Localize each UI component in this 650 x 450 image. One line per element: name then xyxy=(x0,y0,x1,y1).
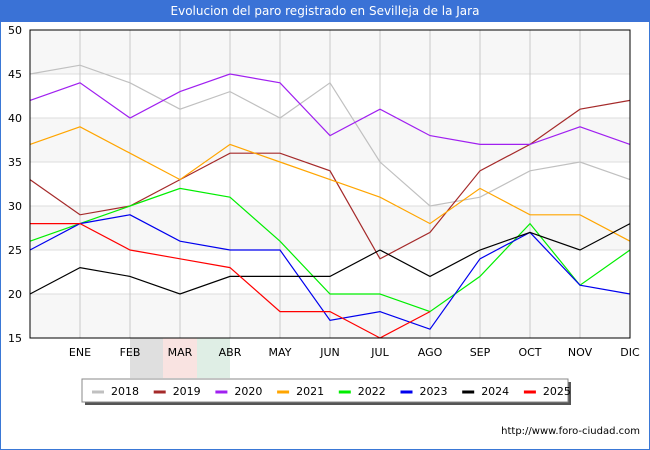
legend-box xyxy=(81,378,569,403)
y-tick-label: 40 xyxy=(8,112,22,125)
x-tick-label: JUL xyxy=(370,346,389,359)
x-tick-label: MAR xyxy=(168,346,193,359)
source-url[interactable]: http://www.foro-ciudad.com xyxy=(501,426,640,437)
legend: 2018 2019 2020 2021 2022 2023 2024 2025 xyxy=(81,378,571,405)
x-axis-labels: ENE FEB MAR ABR MAY JUN JUL AGO SEP OCT NOV DIC xyxy=(69,346,640,359)
x-tick-label: DIC xyxy=(620,346,640,359)
y-tick-label: 25 xyxy=(8,244,22,257)
y-tick-label: 20 xyxy=(8,288,22,301)
legend-label-2023: 2023 xyxy=(420,385,448,398)
y-tick-label: 45 xyxy=(8,68,22,81)
x-tick-label: ABR xyxy=(219,346,242,359)
legend-label-2019: 2019 xyxy=(173,385,201,398)
y-axis-labels: 15 20 25 30 35 40 45 50 xyxy=(8,24,22,345)
x-tick-label: FEB xyxy=(120,346,141,359)
legend-label-2020: 2020 xyxy=(234,385,262,398)
x-tick-label: NOV xyxy=(568,346,593,359)
series-lines xyxy=(29,64,631,339)
x-tick-label: AGO xyxy=(418,346,443,359)
x-tick-label: MAY xyxy=(269,346,292,359)
x-tick-label: JUN xyxy=(319,346,340,359)
y-tick-label: 15 xyxy=(8,332,22,345)
legend-label-2022: 2022 xyxy=(358,385,386,398)
watermark-stripe-red xyxy=(163,338,197,378)
x-tick-label: SEP xyxy=(470,346,491,359)
legend-label-2025: 2025 xyxy=(543,385,571,398)
legend-label-2018: 2018 xyxy=(111,385,139,398)
chart-title: Evolucion del paro registrado en Seville… xyxy=(0,0,650,22)
watermark-stripe-black xyxy=(130,338,163,378)
plot-border xyxy=(29,29,631,339)
legend-label-2024: 2024 xyxy=(481,385,509,398)
legend-label-2021: 2021 xyxy=(296,385,324,398)
y-tick-label: 30 xyxy=(8,200,22,213)
watermark-stripe-green xyxy=(197,338,230,378)
x-tick-label: ENE xyxy=(69,346,91,359)
x-tick-label: OCT xyxy=(518,346,541,359)
y-tick-label: 50 xyxy=(8,24,22,37)
flag-watermark xyxy=(130,338,230,378)
y-tick-label: 35 xyxy=(8,156,22,169)
